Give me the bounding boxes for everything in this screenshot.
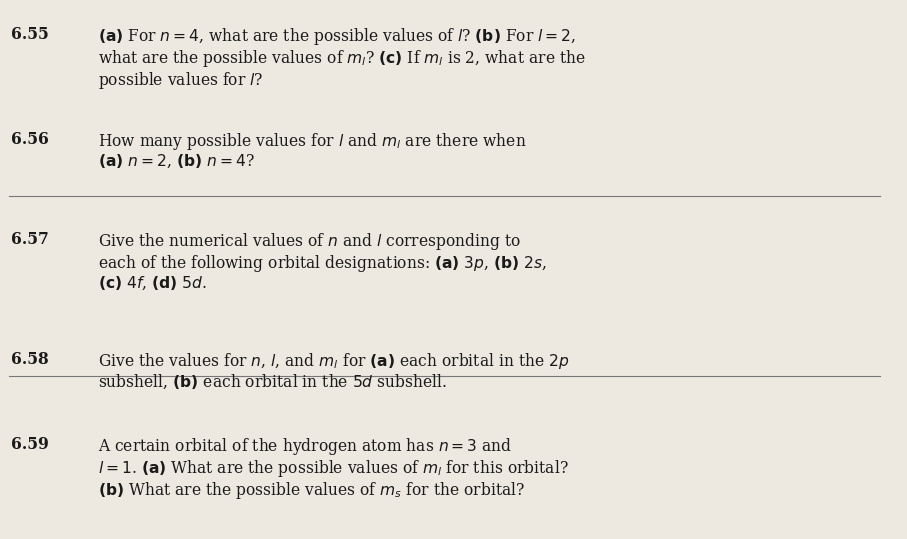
Text: what are the possible values of $m_l$? $\mathbf{(c)}$ If $m_l$ is 2, what are th: what are the possible values of $m_l$? $… (98, 48, 586, 69)
Text: $\mathbf{(a)}$ For $n = 4$, what are the possible values of $l$? $\mathbf{(b)}$ : $\mathbf{(a)}$ For $n = 4$, what are the… (98, 26, 576, 47)
Text: subshell, $\mathbf{(b)}$ each orbital in the $5d$ subshell.: subshell, $\mathbf{(b)}$ each orbital in… (98, 373, 447, 391)
Text: 6.59: 6.59 (11, 436, 49, 453)
Text: 6.58: 6.58 (11, 351, 49, 368)
Text: $\mathbf{(a)}$ $n = 2$, $\mathbf{(b)}$ $n = 4$?: $\mathbf{(a)}$ $n = 2$, $\mathbf{(b)}$ $… (98, 153, 255, 170)
Text: each of the following orbital designations: $\mathbf{(a)}$ $3p$, $\mathbf{(b)}$ : each of the following orbital designatio… (98, 253, 547, 274)
Text: Give the values for $n$, $l$, and $m_l$ for $\mathbf{(a)}$ each orbital in the $: Give the values for $n$, $l$, and $m_l$ … (98, 351, 570, 371)
Text: Give the numerical values of $n$ and $l$ corresponding to: Give the numerical values of $n$ and $l$… (98, 231, 522, 252)
Text: 6.56: 6.56 (11, 131, 49, 148)
Text: 6.57: 6.57 (11, 231, 49, 248)
Text: $l = 1$. $\mathbf{(a)}$ What are the possible values of $m_l$ for this orbital?: $l = 1$. $\mathbf{(a)}$ What are the pos… (98, 458, 569, 479)
Text: possible values for $l$?: possible values for $l$? (98, 70, 263, 91)
Text: A certain orbital of the hydrogen atom has $n = 3$ and: A certain orbital of the hydrogen atom h… (98, 436, 512, 457)
Text: $\mathbf{(c)}$ $4f$, $\mathbf{(d)}$ $5d$.: $\mathbf{(c)}$ $4f$, $\mathbf{(d)}$ $5d$… (98, 275, 207, 292)
Text: $\mathbf{(b)}$ What are the possible values of $m_s$ for the orbital?: $\mathbf{(b)}$ What are the possible val… (98, 480, 525, 501)
Text: 6.55: 6.55 (11, 26, 49, 43)
Text: How many possible values for $l$ and $m_l$ are there when: How many possible values for $l$ and $m_… (98, 131, 526, 152)
